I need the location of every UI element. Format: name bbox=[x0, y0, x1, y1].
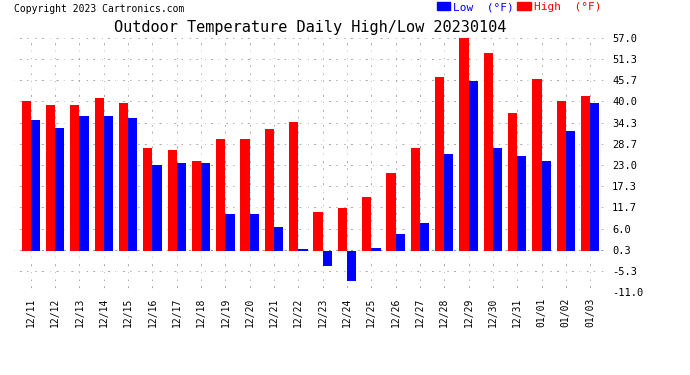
Bar bbox=[177, 163, 186, 251]
Bar bbox=[168, 150, 177, 251]
Bar bbox=[274, 227, 284, 251]
Bar bbox=[590, 103, 600, 251]
Bar bbox=[337, 208, 347, 251]
Bar bbox=[323, 251, 332, 266]
Bar bbox=[347, 251, 356, 281]
Bar bbox=[532, 79, 542, 251]
Bar bbox=[289, 122, 298, 251]
Bar bbox=[542, 161, 551, 251]
Bar bbox=[70, 105, 79, 251]
Bar bbox=[581, 96, 590, 251]
Bar bbox=[518, 156, 526, 251]
Bar bbox=[265, 129, 274, 251]
Bar bbox=[201, 163, 210, 251]
Bar bbox=[566, 131, 575, 251]
Bar bbox=[508, 112, 518, 251]
Bar bbox=[152, 165, 161, 251]
Bar bbox=[95, 98, 103, 251]
Bar bbox=[250, 214, 259, 251]
Bar bbox=[240, 139, 250, 251]
Bar bbox=[460, 38, 469, 251]
Bar bbox=[46, 105, 55, 251]
Bar bbox=[298, 249, 308, 251]
Bar bbox=[55, 128, 64, 251]
Bar bbox=[144, 148, 152, 251]
Legend: Low  (°F), High  (°F): Low (°F), High (°F) bbox=[437, 2, 602, 12]
Title: Outdoor Temperature Daily High/Low 20230104: Outdoor Temperature Daily High/Low 20230… bbox=[115, 20, 506, 35]
Bar bbox=[484, 53, 493, 251]
Bar bbox=[362, 197, 371, 251]
Bar bbox=[435, 77, 444, 251]
Bar bbox=[444, 154, 453, 251]
Bar bbox=[79, 116, 89, 251]
Bar bbox=[386, 172, 395, 251]
Bar bbox=[31, 120, 40, 251]
Bar bbox=[104, 116, 113, 251]
Bar bbox=[493, 148, 502, 251]
Bar bbox=[21, 101, 31, 251]
Bar bbox=[469, 81, 477, 251]
Bar bbox=[119, 103, 128, 251]
Text: Copyright 2023 Cartronics.com: Copyright 2023 Cartronics.com bbox=[14, 4, 184, 14]
Bar bbox=[557, 101, 566, 251]
Bar bbox=[395, 234, 405, 251]
Bar bbox=[226, 214, 235, 251]
Bar bbox=[411, 148, 420, 251]
Bar bbox=[420, 223, 429, 251]
Bar bbox=[192, 161, 201, 251]
Bar bbox=[128, 118, 137, 251]
Bar bbox=[371, 248, 381, 251]
Bar bbox=[216, 139, 226, 251]
Bar bbox=[313, 212, 323, 251]
